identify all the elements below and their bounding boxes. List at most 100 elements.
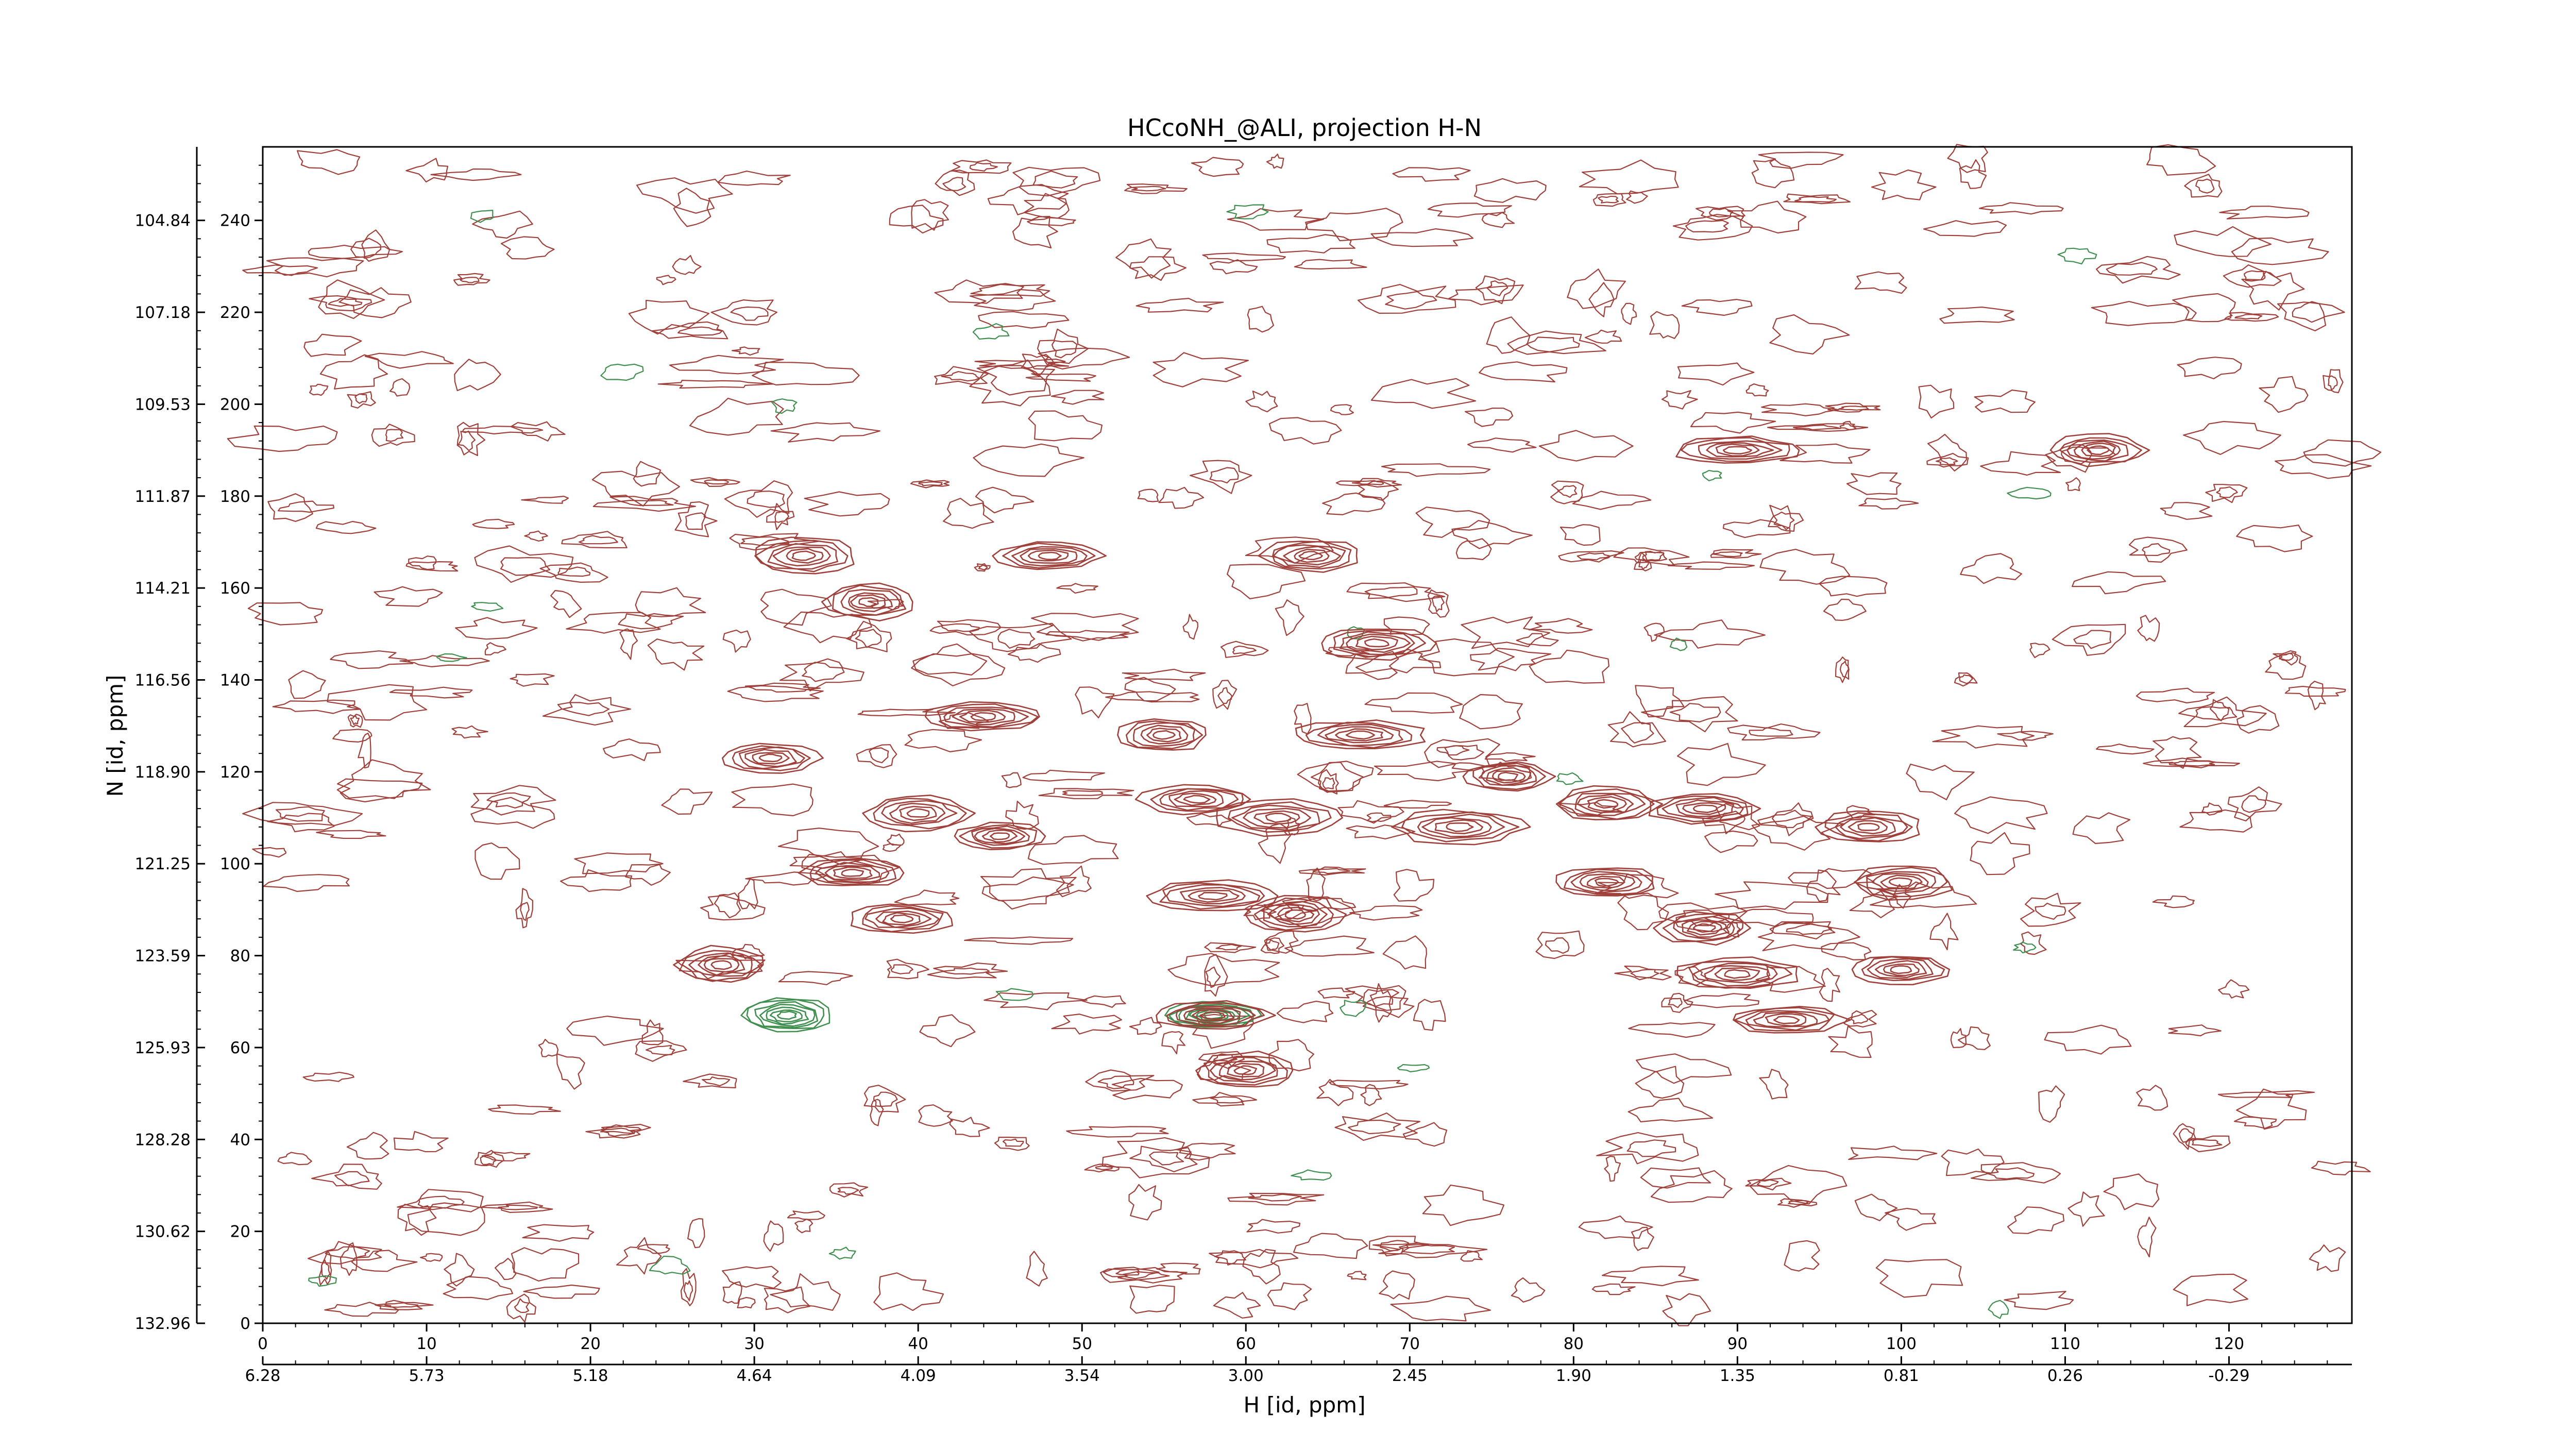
contour-line [1526, 336, 1580, 352]
contour-line [302, 1071, 354, 1082]
contour-line [2007, 486, 2052, 500]
contour-line [2128, 536, 2188, 563]
x-ppm-tick-label: 5.18 [573, 1367, 608, 1385]
contour-line [1727, 723, 1821, 740]
contour-line [841, 869, 864, 877]
contour-line [350, 715, 360, 726]
contour-line [1247, 306, 1274, 333]
contour-line [882, 843, 902, 852]
contour-line [778, 971, 853, 985]
contour-line [1792, 425, 1841, 431]
contour-line [1305, 208, 1403, 242]
contour-line [1424, 738, 1500, 768]
contour-line [1273, 544, 1346, 568]
contour-line [337, 778, 423, 803]
contour-line [1628, 1098, 1714, 1123]
contour-line [850, 594, 886, 609]
contour-line [1413, 999, 1446, 1031]
contour-line [1129, 1017, 1162, 1035]
contour-line [2184, 174, 2223, 198]
contour-line [2236, 525, 2313, 552]
contour-line [1346, 633, 1411, 653]
contour-line [2142, 543, 2171, 556]
x-ppm-tick-label: 1.90 [1556, 1367, 1591, 1385]
contour-line [1383, 800, 1452, 809]
contour-line [863, 1085, 906, 1113]
contour-line [275, 806, 325, 822]
contour-line [754, 1001, 819, 1029]
contour-line [1681, 299, 1753, 316]
contour-line [1586, 875, 1625, 889]
contour-line [1715, 881, 1828, 910]
contour-line [1232, 645, 1257, 654]
contour-line [1987, 1167, 2035, 1180]
y-index-tick-label: 0 [240, 1315, 250, 1333]
contour-line [1038, 788, 1134, 799]
contour-line [1075, 686, 1115, 719]
contour-line [1379, 1270, 1415, 1300]
contour-line [1196, 1059, 1251, 1081]
contour-line [1312, 868, 1351, 874]
contour-line [1158, 486, 1205, 509]
contour-line [1422, 1184, 1505, 1226]
contour-line [685, 512, 706, 530]
contour-line [959, 710, 1006, 723]
contour-line [722, 743, 824, 774]
contour-line [1997, 731, 2054, 741]
contour-line [1682, 802, 1726, 815]
contour-line [1677, 362, 1755, 386]
contour-line [919, 1014, 976, 1048]
contour-line [1765, 1013, 1807, 1027]
contour-line [1417, 814, 1505, 839]
contour-line [616, 1237, 662, 1275]
contour-line [1166, 1002, 1265, 1027]
contour-line [600, 1124, 642, 1134]
contour-line [1722, 519, 1791, 538]
contour-line [1698, 440, 1783, 460]
contour-line [1749, 727, 1793, 737]
contour-line [1233, 1065, 1258, 1075]
contour-line [1875, 1259, 1963, 1298]
x-ppm-tick-label: 0.81 [1884, 1367, 1919, 1385]
contour-line [1692, 923, 1716, 933]
contour-line [2103, 1173, 2160, 1210]
contour-line [1056, 865, 1092, 898]
contour-line [408, 555, 437, 570]
contour-line [1245, 536, 1334, 564]
contour-line [472, 518, 515, 529]
contour-line [1213, 1292, 1261, 1319]
contour-line [1212, 680, 1238, 710]
contour-line [1103, 1267, 1160, 1279]
contour-line [1556, 772, 1584, 785]
contour-line [1199, 1011, 1226, 1020]
contour-line [740, 997, 831, 1033]
contour-line [1875, 960, 1927, 979]
contour-line [484, 642, 506, 655]
contour-line [1205, 966, 1221, 988]
contour-line [1662, 1293, 1711, 1326]
contour-line [1168, 790, 1224, 807]
contour-line [789, 851, 874, 869]
contour-line [1577, 794, 1634, 814]
contour-line [1815, 810, 1920, 843]
contour-line [1340, 1000, 1367, 1017]
contour-line [1885, 1208, 1937, 1231]
contour-line [710, 960, 732, 970]
contour-line [1594, 799, 1619, 809]
contour-line [2072, 571, 2166, 595]
contour-line [1684, 993, 1759, 1008]
contour-line [1393, 869, 1435, 902]
contour-line [1209, 1056, 1278, 1083]
contour-line [1140, 724, 1189, 745]
contour-line [787, 1210, 825, 1220]
y-index-tick-label: 220 [220, 304, 250, 322]
contour-line [918, 1104, 953, 1127]
contour-line [2174, 226, 2272, 257]
contour-line [267, 493, 313, 522]
contour-line [1183, 795, 1211, 804]
contour-line [1602, 1266, 1699, 1287]
contour-line [510, 421, 566, 442]
contour-line [451, 725, 488, 739]
contour-line [316, 830, 386, 839]
contour-line [1854, 271, 1907, 294]
